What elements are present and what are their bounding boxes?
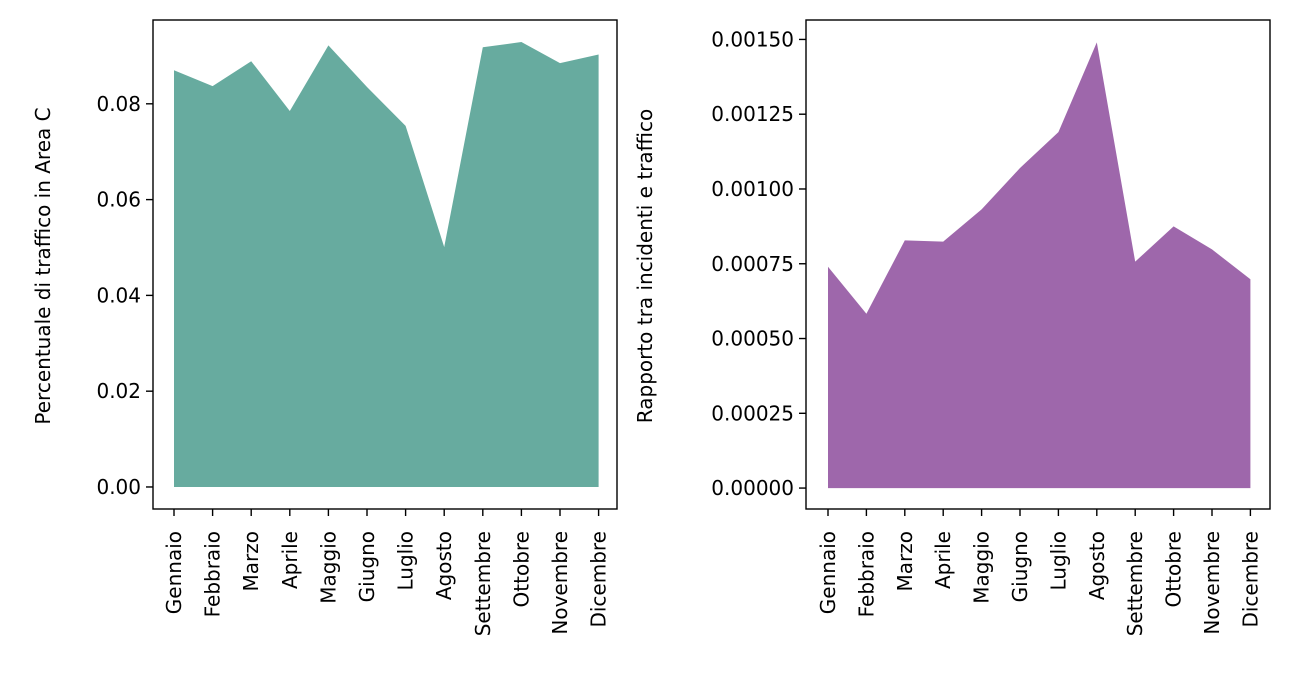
chart-0-ytick-label: 0.08 (96, 92, 141, 116)
chart-1-xtick-label: Dicembre (1238, 531, 1262, 628)
chart-1-xtick-label: Giugno (1008, 531, 1032, 602)
chart-1-xtick-label: Ottobre (1162, 531, 1186, 607)
chart-traffic-share: Percentuale di traffico in Area C 0.00 0.… (31, 19, 618, 636)
chart-1-xtick-label: Maggio (970, 531, 994, 604)
chart-0-ytick-label: 0.02 (96, 379, 141, 403)
chart-1-ytick-label: 0.00075 (711, 252, 794, 276)
chart-0-ytick-label: 0.00 (96, 475, 141, 499)
chart-0-area (174, 42, 599, 487)
chart-0-xtick-label: Novembre (548, 531, 572, 635)
chart-0-xtick-label: Marzo (239, 531, 263, 591)
chart-1-xtick-label: Novembre (1200, 531, 1224, 635)
chart-1-ytick-label: 0.00125 (711, 102, 794, 126)
chart-0-xtick-label: Maggio (316, 531, 340, 604)
chart-traffic-share-ylabel: Percentuale di traffico in Area C (31, 107, 55, 424)
chart-1-xtick-label: Febbraio (854, 531, 878, 617)
chart-1-xtick-label: Settembre (1123, 531, 1147, 636)
chart-1-xtick-label: Agosto (1085, 531, 1109, 600)
chart-1-frame (805, 19, 1271, 510)
chart-0-xtick-label: Settembre (471, 531, 495, 636)
chart-0-xtick-label: Gennaio (162, 531, 186, 614)
chart-1-ytick-label: 0.00100 (711, 177, 794, 201)
chart-1-ytick-label: 0.00150 (711, 27, 794, 51)
chart-0-ytick-label: 0.04 (96, 283, 141, 307)
chart-1-xtick-label: Marzo (893, 531, 917, 591)
chart-1-xtick-label: Aprile (931, 531, 955, 589)
chart-1-xtick-label: Gennaio (816, 531, 840, 614)
chart-incident-ratio-ylabel: Rapporto tra incidenti e traffico (633, 109, 657, 423)
chart-1-ytick-label: 0.00025 (711, 401, 794, 425)
chart-0-xtick-label: Giugno (355, 531, 379, 602)
chart-1-ytick-label: 0.00000 (711, 476, 794, 500)
chart-0-frame (152, 19, 618, 510)
chart-1-xtick-label: Luglio (1046, 531, 1070, 591)
chart-0-ytick-label: 0.06 (96, 188, 141, 212)
chart-1-ytick-label: 0.00050 (711, 327, 794, 351)
chart-0-xtick-label: Aprile (278, 531, 302, 589)
chart-0-xtick-label: Ottobre (509, 531, 533, 607)
chart-incident-ratio: Rapporto tra incidenti e traffico 0.0000… (633, 19, 1271, 636)
chart-1-area (828, 42, 1251, 489)
chart-0-xtick-label: Agosto (432, 531, 456, 600)
chart-0-xtick-label: Febbraio (201, 531, 225, 617)
chart-0-xtick-label: Luglio (394, 531, 418, 591)
chart-0-xtick-label: Dicembre (587, 531, 611, 628)
